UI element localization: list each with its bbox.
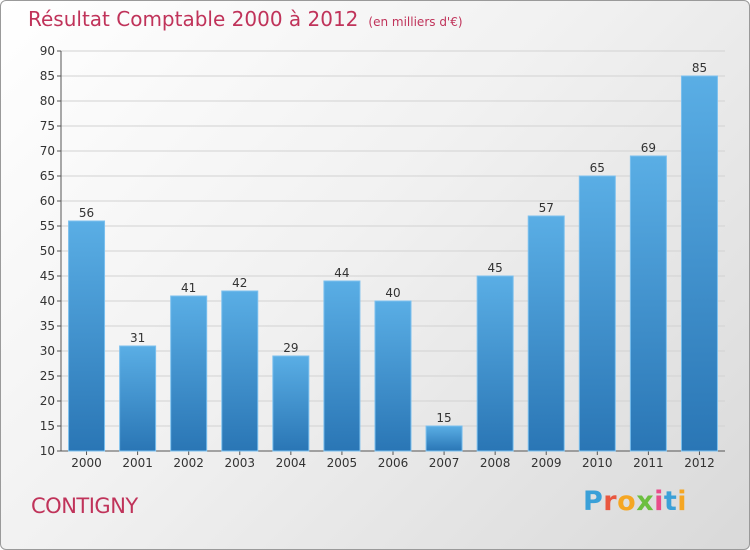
y-tick-label: 70 — [40, 144, 55, 158]
x-tick-label-2001: 2001 — [122, 456, 153, 470]
value-label-2009: 57 — [539, 201, 554, 215]
value-label-2005: 44 — [334, 266, 349, 280]
y-tick-label: 65 — [40, 169, 55, 183]
chart-title-text: Résultat Comptable 2000 à 2012 — [28, 7, 359, 31]
bar-2000 — [68, 220, 106, 452]
y-tick-label: 55 — [40, 219, 55, 233]
y-tick-label: 35 — [40, 319, 55, 333]
y-tick-label: 75 — [40, 119, 55, 133]
value-label-2010: 65 — [590, 161, 605, 175]
bar-2005 — [323, 280, 361, 452]
y-tick-label: 45 — [40, 269, 55, 283]
x-tick-label-2007: 2007 — [429, 456, 460, 470]
bar-2003 — [221, 290, 259, 452]
bar-2012 — [680, 75, 718, 452]
x-tick-label-2002: 2002 — [173, 456, 204, 470]
y-tick-label: 30 — [40, 344, 55, 358]
y-tick-label: 40 — [40, 294, 55, 308]
y-tick-label: 50 — [40, 244, 55, 258]
x-tick-label-2011: 2011 — [633, 456, 664, 470]
y-tick-label: 10 — [40, 444, 55, 458]
y-tick-label: 90 — [40, 44, 55, 58]
value-label-2006: 40 — [385, 286, 400, 300]
y-tick-label: 15 — [40, 419, 55, 433]
value-label-2000: 56 — [79, 206, 94, 220]
bar-2006 — [374, 300, 412, 452]
logo-letter: P — [583, 486, 604, 517]
logo-letter: i — [677, 486, 688, 517]
logo-letter: r — [603, 486, 618, 517]
value-label-2008: 45 — [488, 261, 503, 275]
value-label-2002: 41 — [181, 281, 196, 295]
bar-2010 — [578, 175, 616, 452]
y-tick-label: 20 — [40, 394, 55, 408]
x-tick-label-2003: 2003 — [224, 456, 255, 470]
logo-letter: i — [654, 486, 664, 517]
chart-title-unit: (en milliers d'€) — [368, 15, 463, 29]
bar-2004 — [272, 355, 310, 452]
bar-2009 — [527, 215, 565, 452]
y-tick-label: 80 — [40, 94, 55, 108]
x-tick-label-2000: 2000 — [71, 456, 102, 470]
bar-2011 — [629, 155, 667, 452]
bar-2008 — [476, 275, 514, 452]
x-tick-label-2006: 2006 — [378, 456, 409, 470]
value-label-2004: 29 — [283, 341, 298, 355]
value-label-2003: 42 — [232, 276, 247, 290]
x-tick-label-2012: 2012 — [684, 456, 715, 470]
y-tick-label: 85 — [40, 69, 55, 83]
bars — [68, 75, 718, 452]
value-label-2011: 69 — [641, 141, 656, 155]
proxiti-logo: Proxiti — [583, 486, 687, 517]
town-name: CONTIGNY — [31, 494, 138, 518]
x-tick-label-2005: 2005 — [327, 456, 358, 470]
bar-2001 — [119, 345, 157, 452]
value-label-2001: 31 — [130, 331, 145, 345]
bar-2007 — [425, 425, 463, 452]
logo-letter: t — [663, 486, 678, 517]
y-tick-label: 25 — [40, 369, 55, 383]
x-tick-label-2004: 2004 — [276, 456, 307, 470]
bar-2002 — [170, 295, 208, 452]
logo-letter: x — [636, 486, 655, 517]
y-tick-label: 60 — [40, 194, 55, 208]
value-label-2012: 85 — [692, 61, 707, 75]
x-tick-label-2008: 2008 — [480, 456, 511, 470]
logo-letter: o — [617, 486, 637, 517]
x-tick-label-2009: 2009 — [531, 456, 562, 470]
labels: 10 15 20 25 30 35 40 45 50 55 60 65 70 75 80 85 90 56 2000… — [40, 44, 715, 470]
value-label-2007: 15 — [436, 411, 451, 425]
chart-title: Résultat Comptable 2000 à 2012 (en millie… — [28, 7, 463, 31]
x-tick-label-2010: 2010 — [582, 456, 613, 470]
